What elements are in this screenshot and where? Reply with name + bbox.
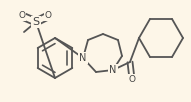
Text: N: N xyxy=(79,53,87,63)
Text: S: S xyxy=(32,17,40,27)
Text: N: N xyxy=(109,65,117,75)
Text: O: O xyxy=(45,12,52,21)
Text: O: O xyxy=(19,12,26,21)
Text: O: O xyxy=(129,74,135,84)
